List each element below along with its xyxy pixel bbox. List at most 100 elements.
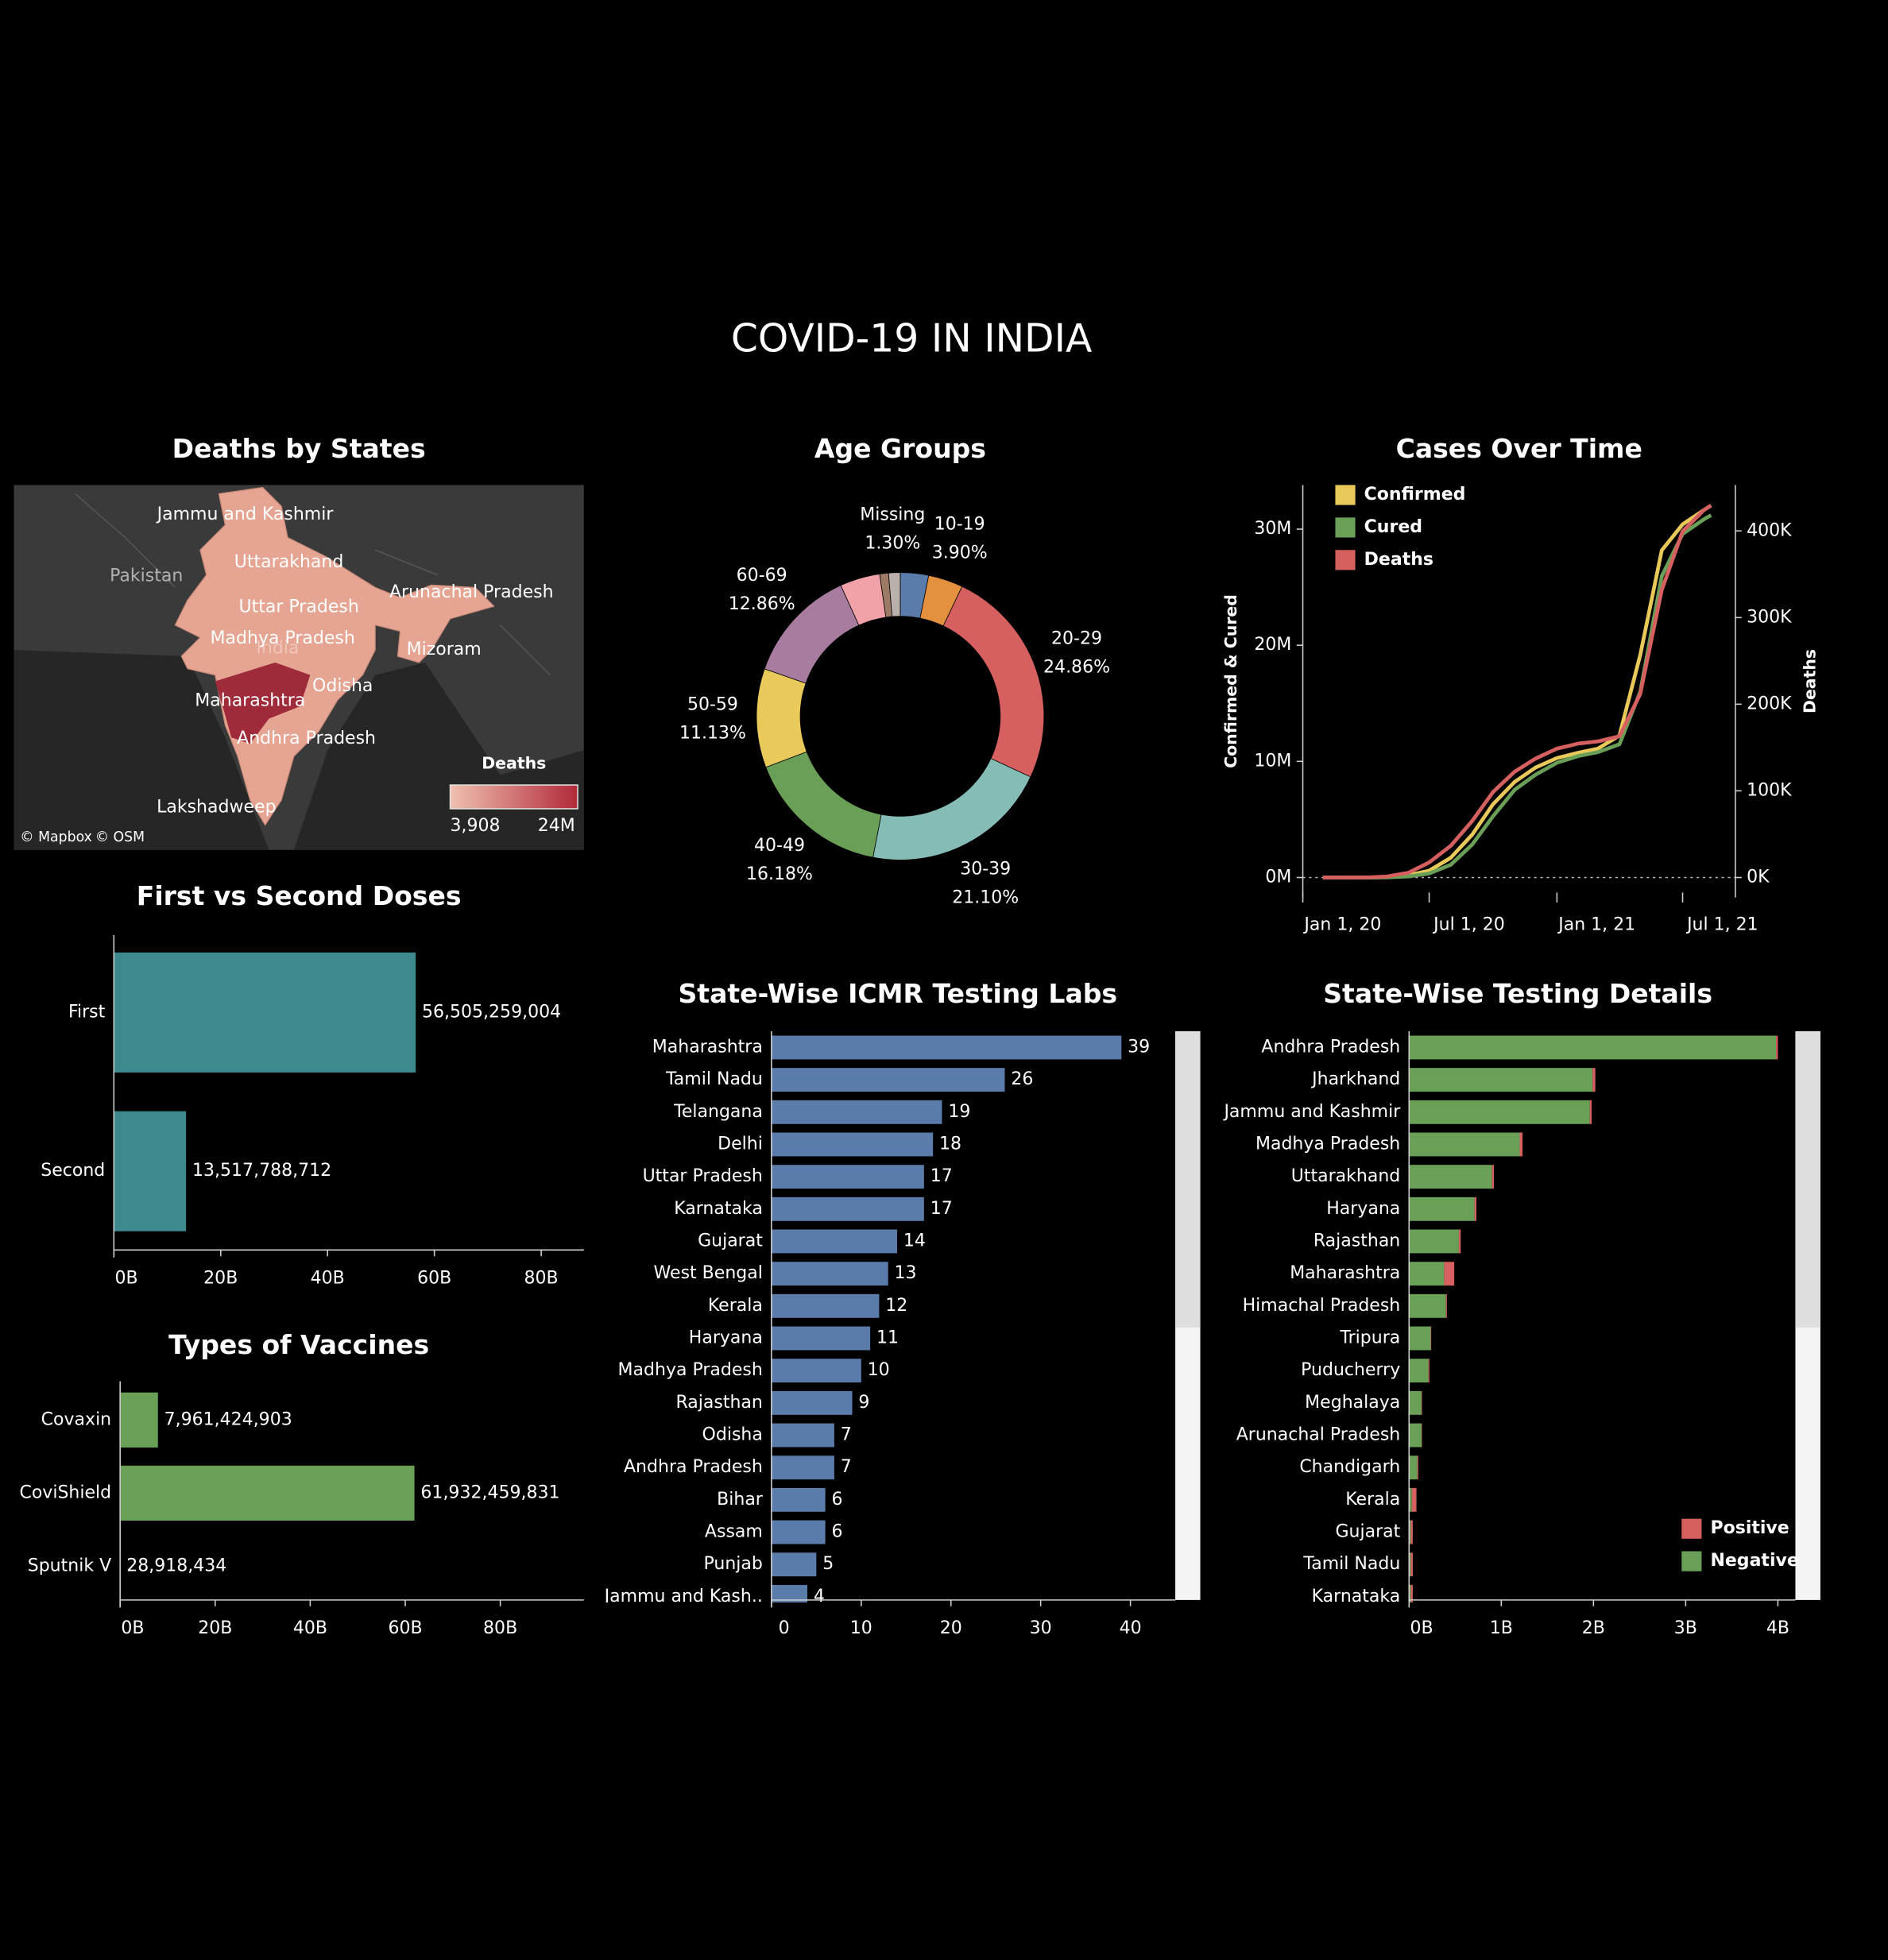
chart-title: Types of Vaccines: [168, 1329, 429, 1360]
map-attribution: © Mapbox: [20, 829, 92, 845]
category-label: Second: [41, 1161, 105, 1181]
legend-max-label: 24M: [538, 816, 575, 836]
x-tick-label: 40B: [293, 1618, 327, 1638]
x-tick-label: 20B: [198, 1618, 232, 1638]
bar: [1411, 1487, 1417, 1512]
legend-swatch: [1335, 485, 1356, 505]
map-place-label: Odisha: [312, 676, 373, 696]
category-label: Jammu and Kash..: [603, 1587, 763, 1606]
bar: [771, 1552, 817, 1577]
bar: [1410, 1552, 1413, 1577]
x-tick-label: 4B: [1766, 1618, 1789, 1638]
slice-value-label: 1.30%: [865, 534, 920, 554]
legend-swatch: [1335, 550, 1356, 570]
bar: [120, 1465, 415, 1521]
y2-tick-label: 400K: [1747, 520, 1792, 540]
map-place-label: Jammu and Kashmir: [156, 504, 335, 524]
map-india: [174, 486, 495, 826]
bar: [1409, 1423, 1422, 1448]
y2-axis-title: Deaths: [1800, 649, 1819, 713]
value-label: 13,517,788,712: [192, 1161, 331, 1181]
bar-area: Maharashtra 39 Tamil Nadu 26 Telangana 19 Delh…: [603, 1035, 1150, 1606]
chart-title: First vs Second Doses: [137, 880, 462, 911]
x-tick-label: 30: [1030, 1618, 1052, 1638]
bar: [771, 1229, 897, 1254]
bar: [1409, 1035, 1777, 1060]
bar: [771, 1423, 834, 1448]
slice-category-label: 20-29: [1051, 628, 1102, 648]
category-label: Tripura: [1339, 1328, 1400, 1347]
slice-value-label: 3.90%: [932, 543, 988, 563]
value-label: 61,932,459,831: [420, 1483, 559, 1502]
legend-title: Deaths: [482, 753, 546, 772]
map-place-label: Pakistan: [110, 566, 183, 586]
value-label: 7: [841, 1457, 852, 1477]
value-label: 17: [930, 1166, 953, 1186]
bar: [1428, 1359, 1430, 1383]
bar-area: Andhra Pradesh Jharkhand Jammu and Kashmir…: [1222, 1035, 1778, 1603]
value-label: 6: [832, 1522, 843, 1542]
category-label: Himachal Pradesh: [1243, 1296, 1401, 1316]
map-place-label: Maharashtra: [195, 691, 305, 711]
map-place-label: Madhya Pradesh: [211, 628, 355, 648]
map-place-label: Uttarakhand: [234, 552, 344, 572]
x-tick-label: 2B: [1582, 1618, 1605, 1638]
bar: [1458, 1229, 1461, 1254]
bar: [1491, 1165, 1495, 1189]
x-tick-label: 20: [940, 1618, 962, 1638]
category-label: Punjab: [703, 1554, 762, 1574]
scrollbar-thumb: [1795, 1031, 1820, 1328]
value-label: 5: [822, 1554, 834, 1574]
map-place-label: Arunachal Pradesh: [389, 582, 554, 602]
x-tick-label: 1B: [1490, 1618, 1513, 1638]
bar: [1409, 1100, 1590, 1124]
category-label: Delhi: [718, 1134, 763, 1154]
legend-label: Positive: [1710, 1518, 1789, 1538]
slice-category-label: 10-19: [934, 514, 985, 534]
category-label: Gujarat: [698, 1231, 763, 1251]
x-tick-label: 80B: [483, 1618, 517, 1638]
bar: [771, 1520, 826, 1544]
legend-label: Confirmed: [1364, 485, 1466, 504]
map-border: [75, 493, 551, 676]
chart-title: Age Groups: [814, 433, 986, 464]
category-label: West Bengal: [654, 1263, 763, 1283]
page-title: COVID-19 IN INDIA: [731, 316, 1093, 361]
x-tick-label: 20B: [203, 1269, 238, 1289]
category-label: Gujarat: [1335, 1522, 1400, 1542]
bar: [1519, 1132, 1522, 1157]
bar: [771, 1487, 826, 1512]
slice-category-label: 60-69: [737, 566, 787, 586]
scrollbar-thumb: [1175, 1031, 1201, 1328]
category-label: CoviShield: [19, 1483, 111, 1502]
bar: [1592, 1068, 1596, 1092]
category-label: Arunachal Pradesh: [1236, 1425, 1401, 1445]
category-label: Kerala: [708, 1296, 763, 1316]
bar: [771, 1293, 880, 1318]
value-label: 13: [895, 1263, 917, 1283]
category-label: Maharashtra: [1290, 1263, 1400, 1283]
category-label: Bihar: [717, 1490, 764, 1510]
value-label: 6: [832, 1490, 843, 1510]
slice-value-label: 24.86%: [1043, 658, 1110, 678]
x-tick-label: Jul 1, 20: [1432, 914, 1505, 934]
map-art: [14, 485, 584, 850]
bar: [1409, 1068, 1593, 1092]
bar: [1409, 1584, 1411, 1603]
category-label: Haryana: [1326, 1199, 1400, 1219]
slice-value-label: 21.10%: [952, 888, 1019, 908]
bar: [1409, 1293, 1446, 1318]
bar: [771, 1390, 853, 1415]
bar: [771, 1456, 834, 1480]
category-label: Tamil Nadu: [1302, 1554, 1400, 1574]
chart-title: Cases Over Time: [1396, 433, 1642, 464]
category-label: Andhra Pradesh: [1261, 1037, 1400, 1057]
y-tick-label: 0M: [1265, 867, 1291, 887]
bar: [114, 1111, 187, 1231]
category-label: Meghalaya: [1305, 1393, 1400, 1413]
bar: [1474, 1196, 1476, 1221]
category-label: Kerala: [1345, 1490, 1400, 1510]
y-tick-label: 20M: [1254, 635, 1291, 655]
y-tick-label: 10M: [1254, 751, 1291, 771]
category-label: Uttar Pradesh: [643, 1166, 763, 1186]
